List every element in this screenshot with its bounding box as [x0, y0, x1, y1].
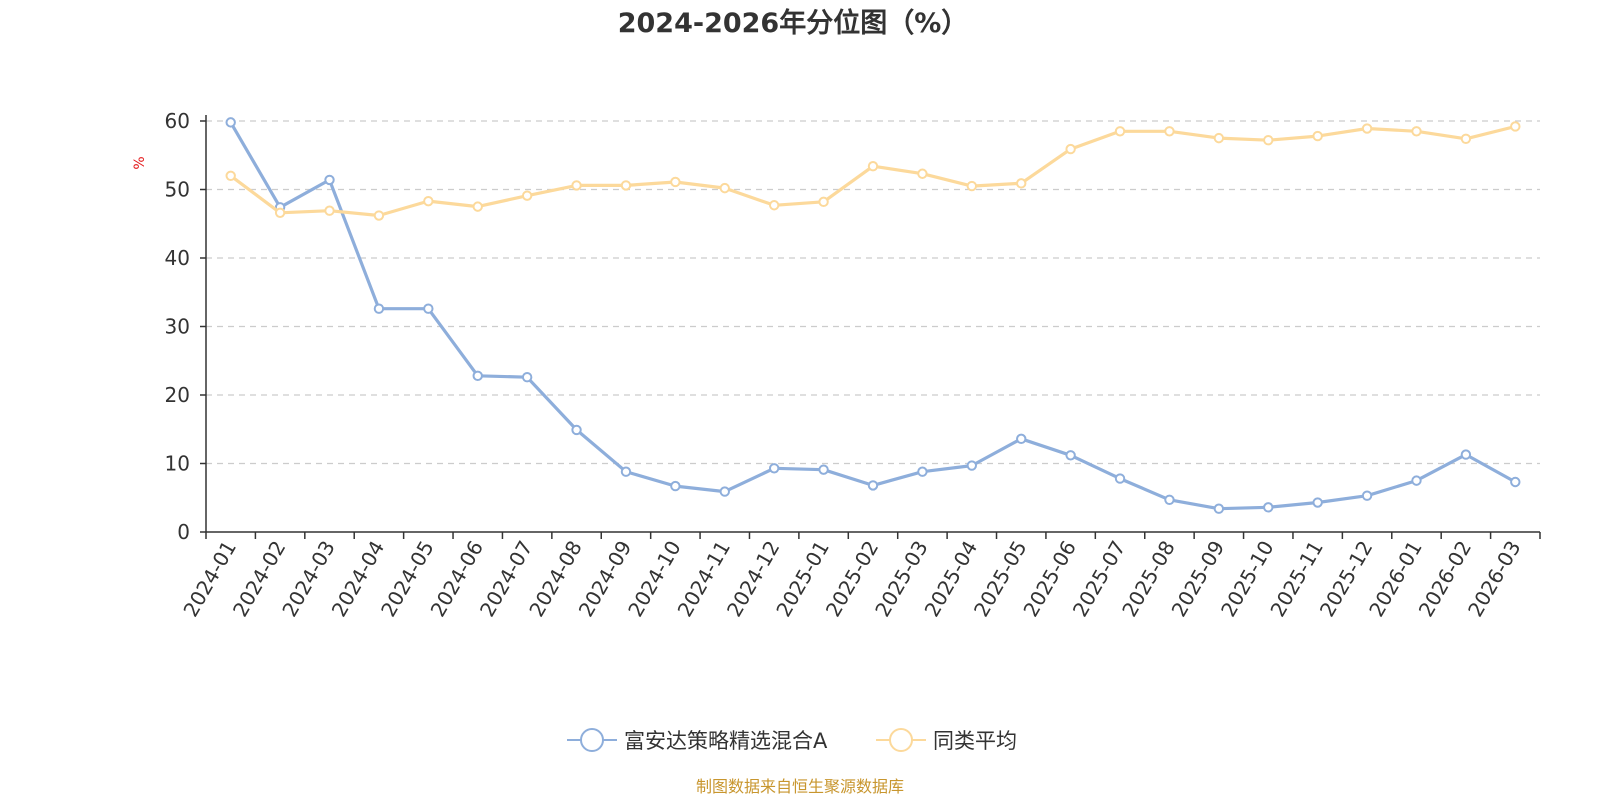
data-point[interactable]: [966, 180, 978, 192]
legend-item-fund[interactable]: 富安达策略精选混合A: [567, 728, 828, 753]
data-point[interactable]: [917, 466, 928, 477]
data-point[interactable]: [1016, 433, 1027, 445]
data-point[interactable]: [966, 460, 978, 471]
data-point[interactable]: [521, 190, 533, 201]
data-point[interactable]: [324, 205, 335, 216]
data-point[interactable]: [620, 180, 632, 191]
data-point[interactable]: [1065, 143, 1076, 155]
data-point[interactable]: [225, 170, 236, 182]
data-point[interactable]: [571, 424, 582, 436]
data-point[interactable]: [719, 486, 730, 497]
data-point[interactable]: [472, 201, 483, 212]
data-point[interactable]: [1016, 178, 1027, 189]
gridlines: [206, 120, 1540, 465]
data-point[interactable]: [472, 370, 483, 382]
data-point[interactable]: [818, 464, 829, 475]
data-point[interactable]: [620, 466, 632, 477]
data-point[interactable]: [423, 303, 434, 314]
data-point[interactable]: [373, 303, 385, 314]
legend-item-peer-average[interactable]: 同类平均: [876, 728, 1017, 753]
legend[interactable]: 富安达策略精选混合A 同类平均: [567, 728, 1017, 753]
series-fund: [225, 117, 1521, 514]
data-point[interactable]: [225, 117, 236, 128]
source-note: 制图数据来自恒生聚源数据库: [696, 777, 904, 796]
data-point[interactable]: [1164, 126, 1175, 137]
data-point[interactable]: [1263, 134, 1274, 146]
data-point[interactable]: [1213, 132, 1225, 144]
data-point[interactable]: [670, 480, 681, 492]
data-point[interactable]: [867, 480, 879, 491]
data-point[interactable]: [670, 176, 681, 188]
legend-label: 富安达策略精选混合A: [624, 729, 828, 753]
data-point[interactable]: [917, 168, 928, 179]
data-point[interactable]: [1361, 490, 1373, 501]
data-point[interactable]: [373, 210, 385, 221]
y-tick-label: 50: [165, 178, 190, 202]
data-point[interactable]: [1312, 497, 1323, 508]
data-point[interactable]: [1361, 123, 1373, 134]
series-lines: [225, 117, 1521, 514]
data-point[interactable]: [818, 196, 829, 208]
chart-title: 2024-2026年分位图（%）: [618, 7, 969, 39]
data-point[interactable]: [521, 371, 533, 383]
data-point[interactable]: [867, 161, 879, 172]
series-line: [229, 120, 1517, 511]
data-point[interactable]: [1164, 494, 1175, 506]
y-tick-label: 60: [165, 109, 190, 133]
data-point[interactable]: [1065, 450, 1076, 461]
data-point[interactable]: [324, 174, 335, 186]
data-point[interactable]: [1510, 476, 1521, 488]
data-point[interactable]: [1460, 449, 1472, 460]
data-point[interactable]: [1312, 130, 1323, 142]
data-point[interactable]: [1263, 502, 1274, 513]
series-peer-average: [225, 121, 1521, 221]
data-point[interactable]: [1411, 126, 1422, 137]
legend-marker: [580, 728, 604, 752]
data-point[interactable]: [274, 207, 286, 218]
data-point[interactable]: [1460, 133, 1472, 145]
y-axis-unit: %: [132, 156, 148, 169]
data-point[interactable]: [719, 182, 730, 194]
y-tick-label: 30: [165, 315, 190, 339]
data-point[interactable]: [1510, 121, 1521, 132]
data-point[interactable]: [571, 180, 582, 191]
axes: 01020304050602024-012024-022024-032024-0…: [165, 109, 1541, 621]
legend-label: 同类平均: [933, 729, 1017, 753]
data-point[interactable]: [768, 463, 780, 474]
data-point[interactable]: [1411, 475, 1422, 486]
y-tick-label: 0: [177, 520, 190, 544]
y-tick-label: 10: [165, 452, 190, 476]
data-point[interactable]: [1114, 126, 1126, 137]
data-point[interactable]: [1213, 503, 1225, 514]
legend-marker: [889, 728, 913, 752]
y-tick-label: 20: [165, 383, 190, 407]
data-point[interactable]: [423, 195, 434, 207]
data-point[interactable]: [1114, 473, 1126, 484]
y-tick-label: 40: [165, 246, 190, 270]
data-point[interactable]: [768, 200, 780, 211]
